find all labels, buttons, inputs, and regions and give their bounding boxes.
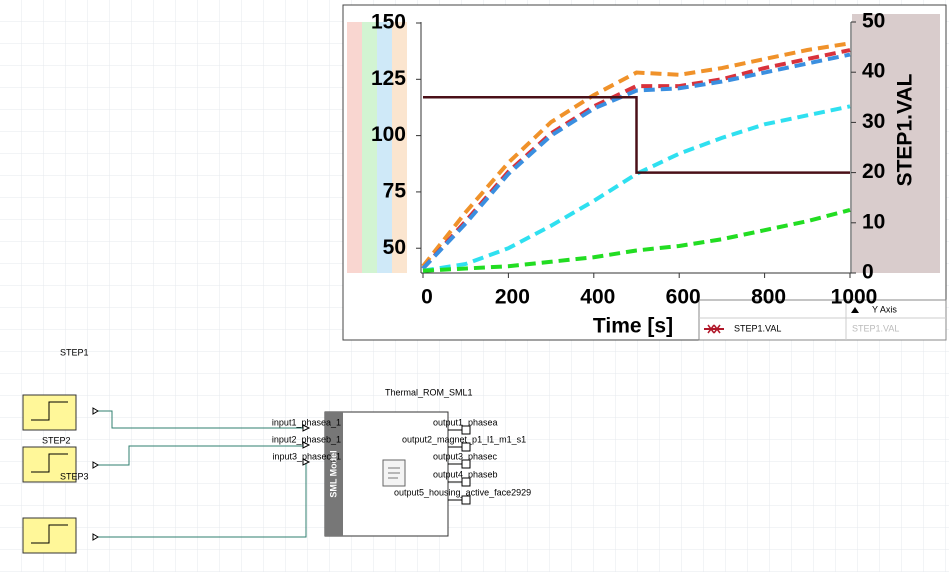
legend-header: Y Axis	[872, 304, 897, 314]
y-tick-label: 100	[371, 123, 406, 146]
strip	[362, 22, 377, 273]
y-tick-label: 75	[383, 179, 407, 202]
wire	[98, 410, 305, 429]
y2-tick-label: 40	[862, 60, 885, 83]
y2-tick-label: 20	[862, 160, 885, 183]
x-tick-label: 200	[495, 286, 530, 309]
component-icon	[388, 467, 400, 479]
x-tick-label: 800	[751, 286, 786, 309]
pin	[92, 407, 99, 541]
series-line	[421, 52, 851, 270]
legend-marker	[707, 324, 721, 334]
component-type: SML Model	[328, 450, 338, 497]
y-tick-label: 150	[371, 11, 406, 34]
series-line	[423, 96, 850, 174]
step-block[interactable]	[22, 446, 77, 483]
ports: input1_phasea_1 input2_phaseb_1 input3_pha…	[272, 417, 531, 505]
strip	[392, 22, 407, 273]
x-axis-label: Time [s]	[593, 315, 673, 338]
source-label: STEP1	[60, 347, 89, 357]
legend: Y Axis STEP1.VAL STEP1.VAL	[698, 299, 947, 341]
input-pin	[302, 441, 311, 449]
x-tick-label: 1000	[831, 286, 878, 309]
legend-label[interactable]: STEP1.VAL	[734, 323, 781, 333]
wire	[98, 463, 307, 538]
step-icon	[31, 401, 68, 544]
wires	[98, 410, 307, 538]
input-label: input2_phaseb_1	[272, 434, 341, 444]
y2-tick-label: 10	[862, 210, 885, 233]
series-line	[422, 208, 851, 273]
component-strip	[325, 412, 343, 536]
sort-icon	[851, 307, 859, 313]
wire	[98, 445, 305, 466]
output-pin	[461, 459, 471, 469]
output-pin	[461, 495, 471, 505]
source-label: STEP3	[60, 471, 89, 481]
plot	[421, 41, 851, 273]
output-label: output1_phasea	[433, 417, 498, 427]
y2-tick-label: 50	[862, 10, 885, 33]
source-label: STEP2	[42, 435, 71, 445]
series-line	[422, 104, 851, 273]
component-label: Thermal_ROM_SML1	[385, 387, 473, 397]
output-label: output2_magnet_p1_l1_m1_s1	[402, 434, 526, 444]
y2-tick-label: 30	[862, 110, 885, 133]
output-pin	[461, 425, 471, 435]
y-tick-label: 50	[383, 236, 406, 259]
legend-box	[698, 299, 947, 341]
x-tick-label: 600	[666, 286, 701, 309]
output-pin	[461, 442, 471, 452]
strip	[377, 22, 392, 273]
step-sources	[22, 394, 99, 554]
output-label: output4_phaseb	[433, 469, 498, 479]
input-label: input3_phasec_1	[272, 451, 341, 461]
output-label: output5_housing_active_face2929	[394, 487, 531, 497]
x-tick-label: 400	[580, 286, 615, 309]
input-label: input1_phasea_1	[272, 417, 341, 427]
y-tick-label: 125	[371, 67, 406, 90]
y2-tick-label: 0	[862, 261, 874, 284]
x-tick-label: 0	[421, 286, 433, 309]
strip	[347, 22, 362, 273]
legend-axis: STEP1.VAL	[852, 323, 899, 333]
input-pin	[302, 424, 311, 432]
y2-axis-label: STEP1.VAL	[894, 73, 917, 186]
step-block[interactable]	[22, 517, 77, 554]
input-pin	[302, 458, 311, 466]
output-pin	[461, 477, 471, 487]
y2-strip	[852, 14, 940, 273]
series-line	[421, 41, 851, 268]
output-label: output3_phasec	[433, 451, 498, 461]
